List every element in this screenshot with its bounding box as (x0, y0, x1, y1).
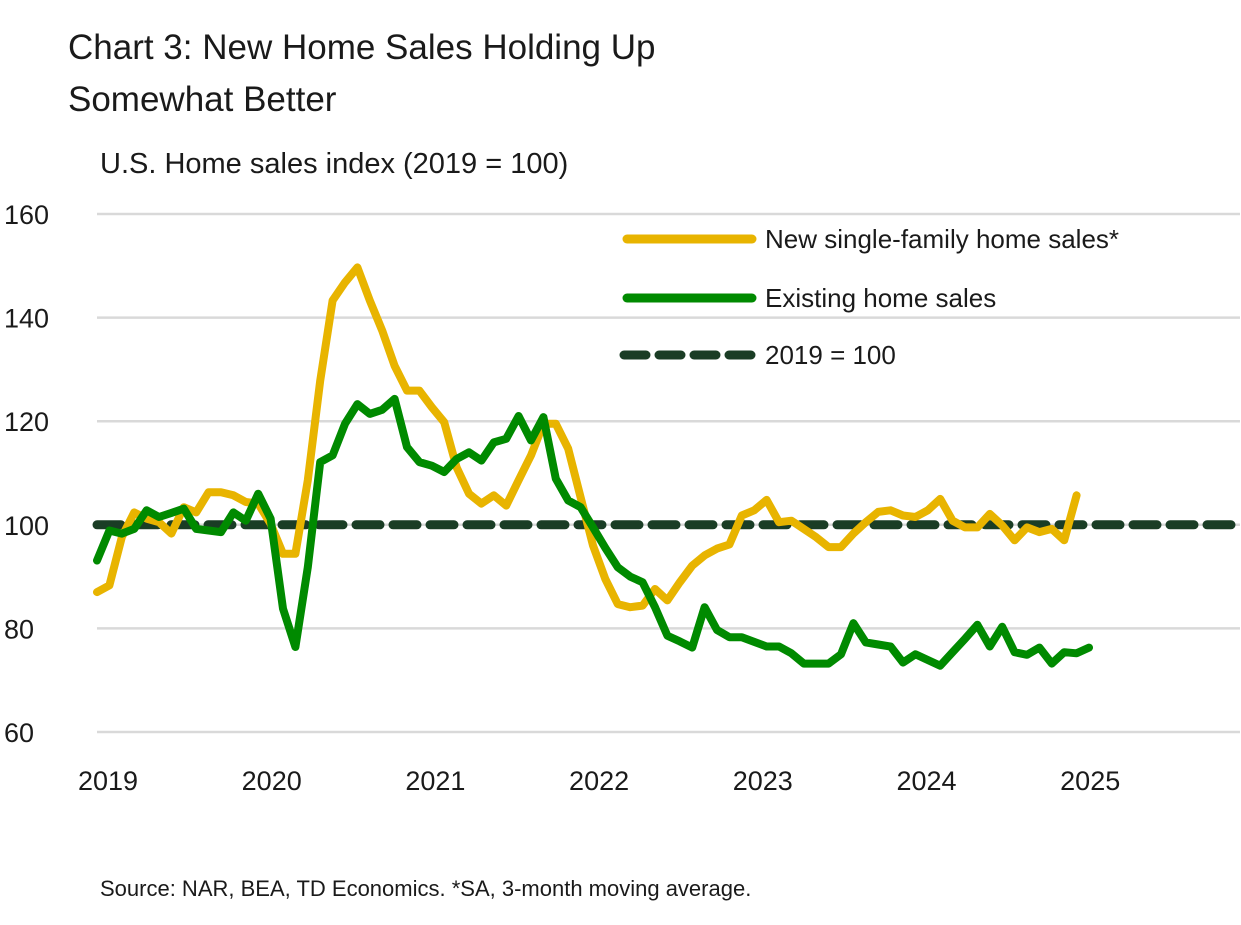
y-tick-label: 120 (4, 407, 49, 437)
x-tick-label: 2022 (569, 766, 629, 796)
legend-label: Existing home sales (765, 283, 996, 313)
chart-title: Chart 3: New Home Sales Holding Up Somewh… (68, 22, 655, 126)
x-tick-label: 2023 (733, 766, 793, 796)
x-tick-label: 2019 (78, 766, 138, 796)
chart-title-line1: Chart 3: New Home Sales Holding Up (68, 28, 656, 67)
legend-label: New single-family home sales* (765, 224, 1119, 254)
x-tick-label: 2021 (405, 766, 465, 796)
source-note: Source: NAR, BEA, TD Economics. *SA, 3-m… (100, 876, 752, 901)
y-tick-label: 160 (4, 200, 49, 230)
y-tick-label: 100 (4, 511, 49, 541)
chart-title-line2: Somewhat Better (68, 80, 337, 119)
y-tick-label: 140 (4, 304, 49, 334)
legend: New single-family home sales* Existing ho… (619, 224, 1119, 370)
y-tick-label: 60 (4, 718, 34, 748)
y-tick-labels: 60 80 100 120 140 160 (4, 200, 49, 748)
x-tick-labels: 2019 2020 2021 2022 2023 2024 2025 (78, 766, 1120, 796)
x-tick-label: 2020 (242, 766, 302, 796)
legend-label: 2019 = 100 (765, 340, 896, 370)
y-tick-label: 80 (4, 614, 34, 644)
series-lines (92, 263, 1241, 670)
x-tick-label: 2024 (896, 766, 956, 796)
x-tick-label: 2025 (1060, 766, 1120, 796)
series-existing-home-sales (93, 394, 1093, 670)
y-axis-label: U.S. Home sales index (2019 = 100) (100, 148, 569, 180)
